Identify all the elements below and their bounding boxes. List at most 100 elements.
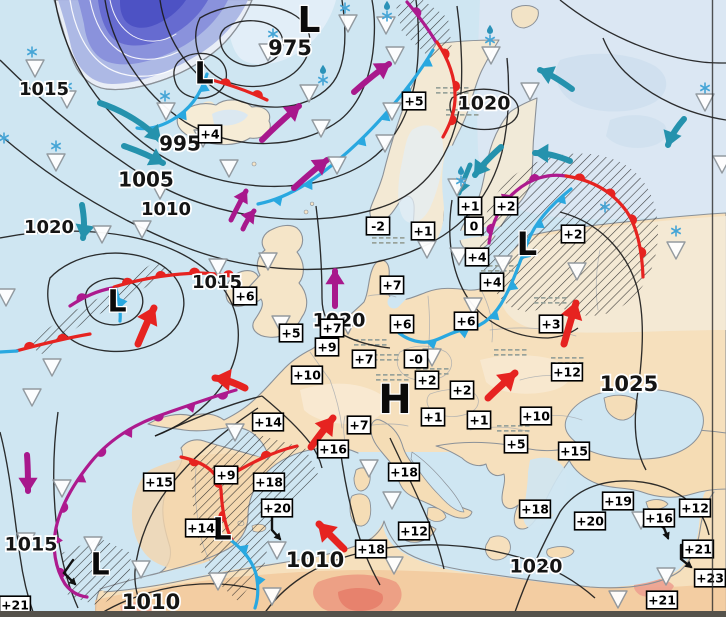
wind-triangle-icon	[463, 297, 483, 316]
svg-text:+18: +18	[390, 465, 418, 480]
temperature-label: +18	[518, 499, 552, 519]
drizzle-icon	[443, 87, 448, 89]
drizzle-icon	[534, 302, 539, 304]
drizzle-icon	[511, 430, 516, 432]
isobar-line	[159, 0, 346, 108]
svg-text:+21: +21	[1, 598, 29, 613]
snowflake-icon	[267, 28, 279, 40]
wind-triangle-icon	[493, 255, 513, 274]
drizzle-icon	[481, 270, 486, 272]
drizzle-icon	[387, 359, 392, 361]
svg-text:+21: +21	[684, 542, 712, 557]
wind-triangle-icon	[656, 567, 676, 586]
raindrop-icon	[458, 165, 464, 175]
wind-shift-arrow-head	[68, 577, 77, 586]
drizzle-icon	[436, 92, 441, 94]
warm-front-glyph	[220, 78, 231, 86]
temperature-label: +18	[252, 472, 286, 492]
drizzle-icon	[400, 242, 405, 244]
temperature-label: +2	[560, 224, 586, 244]
occluded-front-glyph	[76, 473, 87, 483]
wind-flow-arrow-head	[213, 368, 232, 392]
temperature-label: +5	[503, 434, 529, 454]
pressure-value-label: 1020	[510, 556, 563, 578]
occluded-front-glyph	[185, 402, 196, 413]
warm-front-glyph	[605, 188, 616, 198]
temperature-label: -2	[365, 216, 391, 236]
wind-triangle-icon	[92, 225, 112, 244]
svg-text:+4: +4	[200, 127, 219, 142]
temperature-label: +14	[184, 518, 218, 538]
occluded-front-glyph	[60, 502, 69, 513]
cold-front-glyph	[458, 329, 470, 339]
wind-flow-arrow-head	[317, 522, 338, 543]
wind-triangle-icon	[311, 119, 331, 138]
svg-text:+14: +14	[187, 521, 215, 536]
drizzle-icon	[383, 379, 388, 381]
drizzle-icon	[404, 374, 409, 376]
cold-front-glyph	[422, 57, 433, 67]
svg-text:+15: +15	[145, 475, 173, 490]
svg-text:+20: +20	[576, 514, 604, 529]
drizzle-icon	[446, 109, 451, 111]
temperature-label: +9	[314, 337, 340, 357]
temperature-label: 0	[464, 216, 484, 236]
cold-front-glyph	[199, 82, 210, 93]
warm-front-glyph	[629, 214, 637, 225]
svg-text:+9: +9	[317, 340, 336, 355]
pressure-center-L: L	[107, 285, 126, 320]
occluded-front-glyph	[96, 447, 107, 457]
wind-triangle-icon	[16, 532, 36, 551]
isobar-line	[134, 407, 259, 616]
wind-triangle-icon	[567, 262, 587, 281]
svg-text:+1: +1	[469, 413, 488, 428]
wind-flow-arrow-head	[310, 158, 329, 176]
warm-front	[112, 271, 242, 289]
svg-text:+18: +18	[521, 502, 549, 517]
temperature-label: +15	[142, 472, 176, 492]
drizzle-icon	[467, 109, 472, 111]
bottom-bar	[0, 611, 726, 617]
drizzle-icon	[382, 339, 387, 341]
svg-text:+16: +16	[645, 511, 673, 526]
occluded-front-glyph	[217, 392, 229, 400]
temperature-label: +12	[550, 362, 584, 382]
svg-text:+12: +12	[681, 501, 709, 516]
wind-triangle-icon	[712, 155, 726, 174]
svg-text:+2: +2	[417, 373, 436, 388]
temperature-label: +18	[354, 539, 388, 559]
wind-triangle-icon	[208, 258, 228, 277]
cold-front	[397, 187, 573, 344]
drizzle-icon	[400, 237, 405, 239]
snowflake-icon	[26, 46, 38, 58]
svg-text:+4: +4	[482, 275, 501, 290]
snowflake-icon	[0, 132, 10, 144]
drizzle-icon	[548, 297, 553, 299]
temperature-label: +14	[251, 412, 285, 432]
drizzle-icon	[450, 92, 455, 94]
isobar-line	[0, 431, 35, 616]
wind-triangle-icon	[42, 358, 62, 377]
drizzle-icon	[555, 302, 560, 304]
svg-text:+1: +1	[423, 410, 442, 425]
drizzle-icon	[541, 302, 546, 304]
drizzle-icon	[380, 359, 385, 361]
svg-text:+10: +10	[522, 409, 550, 424]
drizzle-icon	[562, 302, 567, 304]
drizzle-icon	[522, 354, 527, 356]
drizzle-icon	[501, 349, 506, 351]
wind-triangle-icon	[417, 240, 437, 259]
wind-triangle-icon	[359, 459, 379, 478]
occluded-front	[52, 388, 238, 599]
drizzle-icon	[361, 344, 366, 346]
isobar-line	[559, 0, 726, 64]
wind-shift-arrows-layer	[62, 513, 693, 586]
occluded-front	[68, 286, 114, 308]
wind-triangle-icon	[258, 252, 278, 271]
temperature-label: +10	[290, 365, 324, 385]
wind-triangle-icon	[52, 479, 72, 498]
occluded-front-glyph	[57, 567, 66, 579]
wind-flow-arrow-head	[75, 223, 95, 240]
drizzle-icon	[404, 379, 409, 381]
drizzle-icon	[394, 354, 399, 356]
